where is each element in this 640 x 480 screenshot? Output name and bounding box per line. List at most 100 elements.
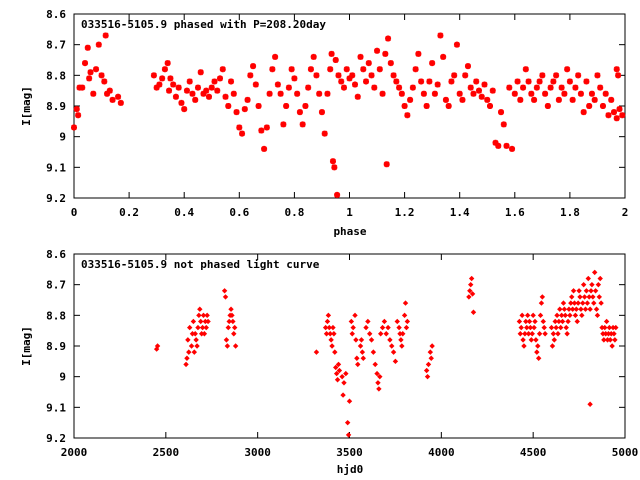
data-point bbox=[528, 337, 535, 343]
data-point bbox=[608, 96, 615, 103]
data-point bbox=[226, 318, 232, 325]
data-point bbox=[194, 343, 200, 349]
data-point bbox=[563, 324, 569, 331]
data-point bbox=[280, 121, 287, 128]
data-point bbox=[203, 324, 209, 331]
data-point bbox=[365, 60, 372, 67]
data-point bbox=[104, 90, 111, 97]
data-point bbox=[192, 331, 198, 337]
x-tick-label: 1.6 bbox=[505, 206, 525, 219]
data-point bbox=[541, 324, 547, 331]
data-point bbox=[183, 361, 189, 368]
axis-ticks: 0 0.2 0.4 0.6 0.8 1 1.2 1.4 1.6 1.8 2 8.6 8.7 8.8 8.9 9… bbox=[46, 8, 628, 219]
data-point bbox=[484, 96, 491, 103]
y-tick-label: 8.9 bbox=[46, 100, 66, 113]
data-point bbox=[200, 312, 207, 319]
data-point bbox=[321, 130, 328, 137]
y-tick-label: 8.9 bbox=[46, 340, 66, 353]
data-point bbox=[429, 60, 436, 67]
data-point bbox=[285, 84, 292, 91]
data-point bbox=[601, 337, 607, 343]
data-point bbox=[615, 72, 622, 79]
data-point bbox=[549, 343, 556, 349]
data-point bbox=[613, 324, 619, 331]
data-point bbox=[587, 401, 593, 407]
data-point bbox=[581, 294, 588, 300]
data-point bbox=[503, 142, 510, 149]
data-point bbox=[102, 32, 109, 39]
data-point bbox=[573, 306, 580, 312]
y-axis-label: I[mag] bbox=[20, 86, 33, 126]
data-point bbox=[346, 398, 353, 404]
plot-frame bbox=[73, 13, 626, 199]
data-point bbox=[522, 331, 528, 337]
data-point bbox=[195, 324, 201, 331]
data-point bbox=[161, 66, 168, 73]
x-tick-label: 5000 bbox=[612, 446, 639, 459]
data-point bbox=[453, 41, 460, 48]
data-point bbox=[467, 84, 474, 91]
data-point bbox=[431, 90, 438, 97]
data-point bbox=[217, 75, 224, 82]
data-point bbox=[230, 318, 236, 325]
data-point bbox=[359, 349, 366, 355]
data-point bbox=[329, 158, 336, 165]
data-point bbox=[602, 90, 609, 97]
data-point bbox=[551, 337, 557, 343]
data-point bbox=[558, 324, 564, 331]
data-point bbox=[404, 112, 411, 119]
data-point bbox=[299, 121, 306, 128]
y-tick-label: 9.1 bbox=[46, 161, 66, 174]
data-point bbox=[228, 78, 235, 85]
data-point bbox=[188, 343, 195, 349]
data-point bbox=[232, 324, 238, 331]
data-point bbox=[402, 300, 409, 306]
data-point bbox=[291, 75, 298, 82]
data-point bbox=[468, 275, 475, 282]
data-point bbox=[333, 370, 340, 377]
data-point bbox=[495, 142, 502, 149]
data-point bbox=[258, 127, 265, 134]
data-point bbox=[492, 139, 499, 146]
data-point bbox=[387, 337, 393, 343]
data-point bbox=[401, 103, 408, 109]
x-tick-label: 1.8 bbox=[560, 206, 580, 219]
data-point bbox=[194, 84, 201, 91]
data-point bbox=[178, 99, 185, 106]
data-point bbox=[166, 87, 173, 94]
data-point bbox=[415, 50, 422, 57]
data-point bbox=[379, 324, 386, 331]
data-point bbox=[407, 96, 414, 103]
data-point bbox=[334, 191, 341, 198]
data-point bbox=[250, 63, 257, 70]
data-point bbox=[427, 349, 434, 355]
data-point bbox=[536, 331, 543, 337]
data-point bbox=[197, 306, 203, 312]
data-point bbox=[340, 392, 346, 398]
data-point bbox=[376, 386, 382, 392]
data-point bbox=[571, 300, 578, 306]
data-point bbox=[236, 124, 243, 131]
data-point bbox=[354, 93, 361, 100]
phased-light-curve-panel: 0 0.2 0.4 0.6 0.8 1 1.2 1.4 1.6 1.8 2 8.6 8.7 8.8 8.9 9… bbox=[20, 8, 628, 238]
data-point bbox=[392, 358, 399, 365]
data-point bbox=[175, 84, 182, 91]
data-point bbox=[335, 361, 342, 368]
data-point bbox=[376, 66, 383, 73]
data-point bbox=[464, 63, 471, 70]
data-point bbox=[381, 318, 388, 325]
data-point bbox=[334, 377, 341, 383]
data-point bbox=[445, 103, 452, 109]
data-point bbox=[605, 112, 612, 119]
data-point bbox=[603, 318, 610, 325]
data-point bbox=[383, 331, 389, 337]
unphased-light-curve-panel: 2000 2500 3000 3500 4000 4500 5000 8.6 8.7 8.8 8.9… bbox=[20, 248, 638, 476]
data-point bbox=[190, 318, 197, 325]
data-point bbox=[398, 337, 404, 343]
data-point bbox=[516, 318, 523, 325]
data-point bbox=[475, 87, 482, 94]
data-point bbox=[588, 288, 594, 294]
data-point bbox=[327, 331, 333, 337]
x-axis-label: phase bbox=[333, 225, 366, 238]
data-point bbox=[587, 306, 593, 312]
